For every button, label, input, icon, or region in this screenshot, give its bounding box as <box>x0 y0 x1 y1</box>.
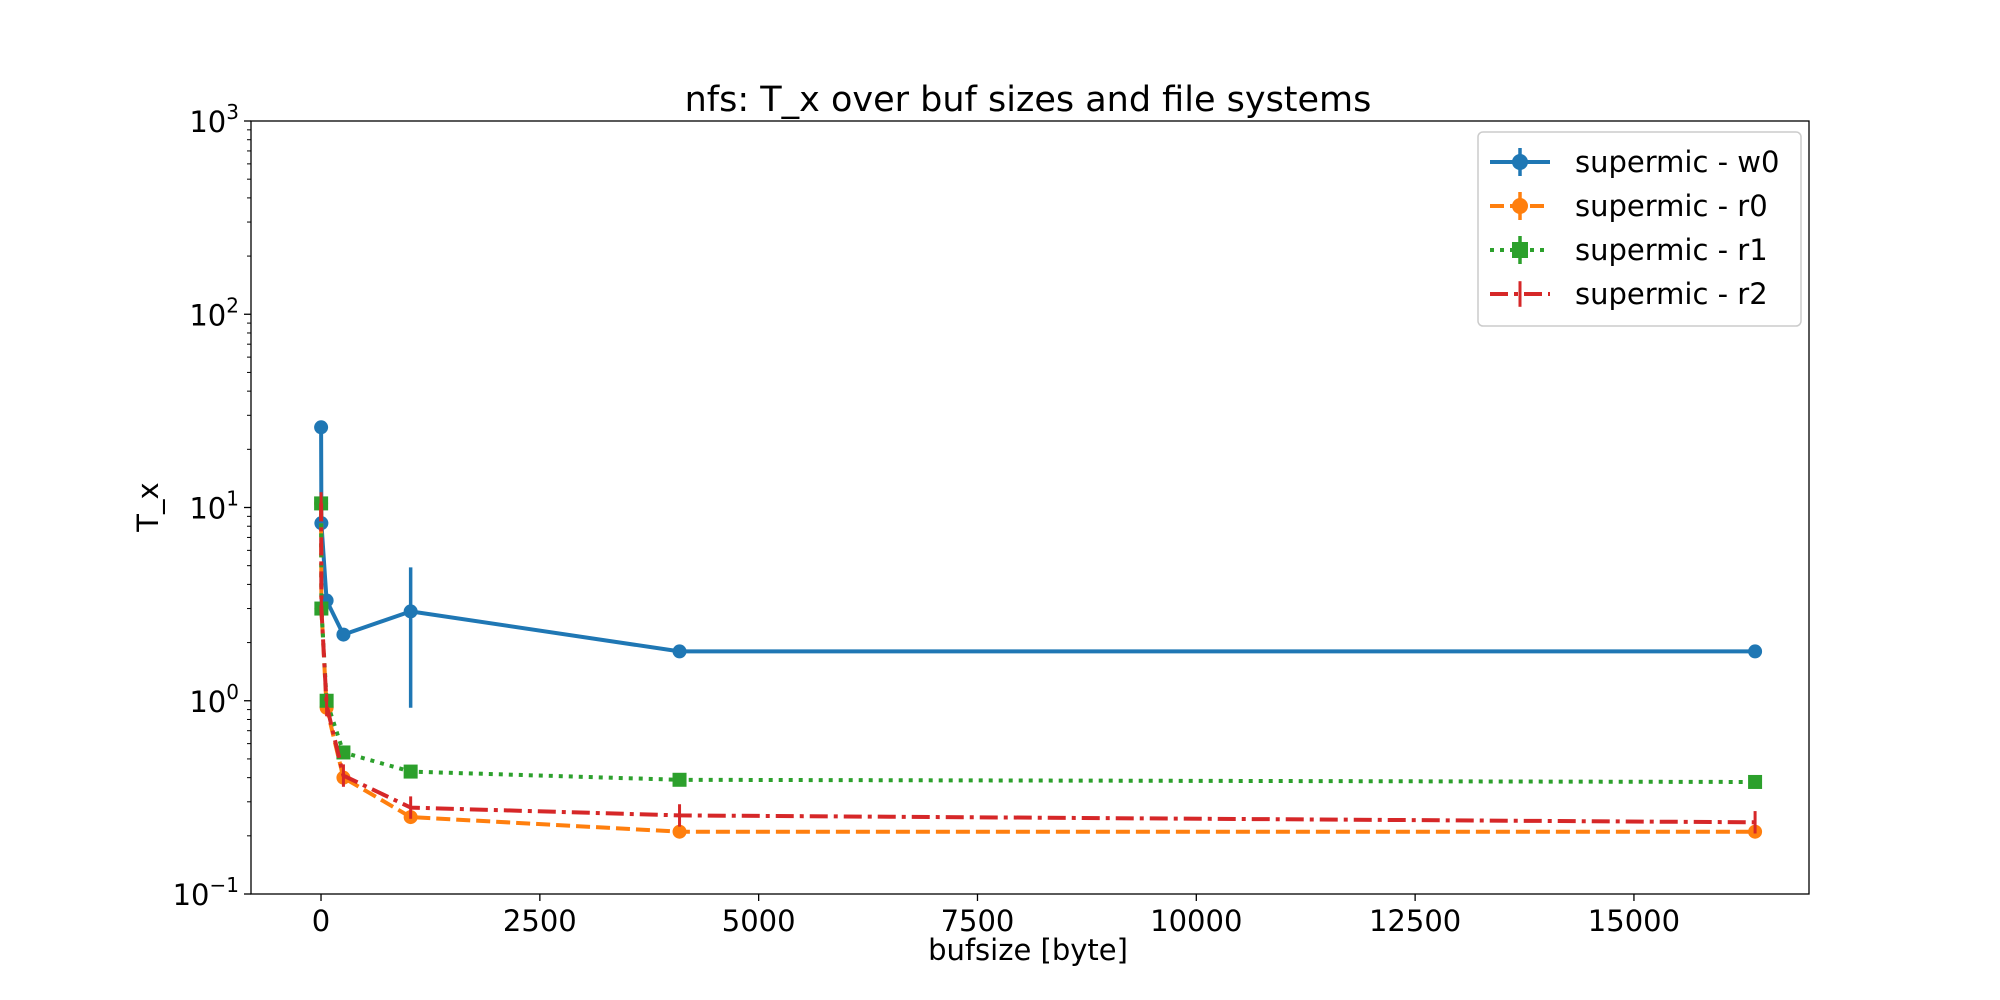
y-tick-exponent: 1 <box>226 487 239 511</box>
y-tick-base: 10 <box>189 105 226 139</box>
legend-entry-1: supermic - r0 <box>1490 189 1768 223</box>
y-tick-exponent: 2 <box>226 293 239 317</box>
x-tick-label: 7500 <box>941 904 1015 938</box>
legend: supermic - w0 supermic - r0 supermic - r1 s… <box>1477 131 1802 327</box>
data-point <box>672 772 687 787</box>
y-axis-label: T_x <box>131 482 165 532</box>
data-point <box>336 627 351 642</box>
data-point <box>1748 774 1763 789</box>
data-point <box>1512 198 1528 214</box>
series-line <box>319 427 1756 654</box>
series-1 <box>314 496 1763 839</box>
y-tick-exponent: 3 <box>226 100 239 124</box>
legend-label: supermic - w0 <box>1575 145 1779 179</box>
y-tick-base: 10 <box>189 685 226 719</box>
legend-label: supermic - r0 <box>1575 189 1768 223</box>
y-tick-base: 10 <box>189 492 226 526</box>
y-tick-exponent: −1 <box>210 873 239 897</box>
x-tick-label: 10000 <box>1150 904 1242 938</box>
chart-title: nfs: T_x over buf sizes and file systems <box>685 80 1372 120</box>
data-point <box>1512 154 1528 170</box>
x-tick-label: 0 <box>312 904 330 938</box>
series-3 <box>319 492 1757 834</box>
legend-entry-2: supermic - r1 <box>1490 233 1768 267</box>
data-point <box>672 644 687 659</box>
legend-box <box>1477 131 1802 327</box>
x-tick-label: 2500 <box>503 904 577 938</box>
series-line <box>319 503 1756 784</box>
y-tick-label: 10−1 <box>173 873 239 912</box>
legend-label: supermic - r1 <box>1575 233 1768 267</box>
series-2 <box>314 496 1763 789</box>
data-point <box>314 516 329 531</box>
data-point <box>672 824 687 839</box>
y-tick-label: 102 <box>189 293 239 332</box>
x-tick-label: 12500 <box>1369 904 1461 938</box>
y-tick-base: 10 <box>173 878 210 912</box>
legend-label: supermic - r2 <box>1575 277 1768 311</box>
series-line <box>319 503 1756 825</box>
y-tick-exponent: 0 <box>226 680 239 704</box>
x-axis: 0 2500 5000 7500 10000 12500 15000 <box>312 894 1680 938</box>
x-axis-label: bufsize [byte] <box>928 933 1128 967</box>
x-tick-label: 5000 <box>722 904 796 938</box>
data-point <box>314 420 329 435</box>
data-point <box>403 764 418 779</box>
plot-area <box>250 120 1810 895</box>
data-point <box>1512 242 1528 258</box>
x-tick-label: 15000 <box>1588 904 1680 938</box>
legend-entry-3: supermic - r2 <box>1490 277 1768 311</box>
legend-entry-0: supermic - w0 <box>1490 145 1779 179</box>
y-tick-label: 100 <box>189 680 239 719</box>
y-tick-label: 103 <box>189 100 239 139</box>
y-tick-base: 10 <box>189 298 226 332</box>
series-0 <box>314 420 1763 708</box>
data-point <box>1748 644 1763 659</box>
y-tick-label: 101 <box>189 487 239 526</box>
data-point <box>403 604 418 619</box>
